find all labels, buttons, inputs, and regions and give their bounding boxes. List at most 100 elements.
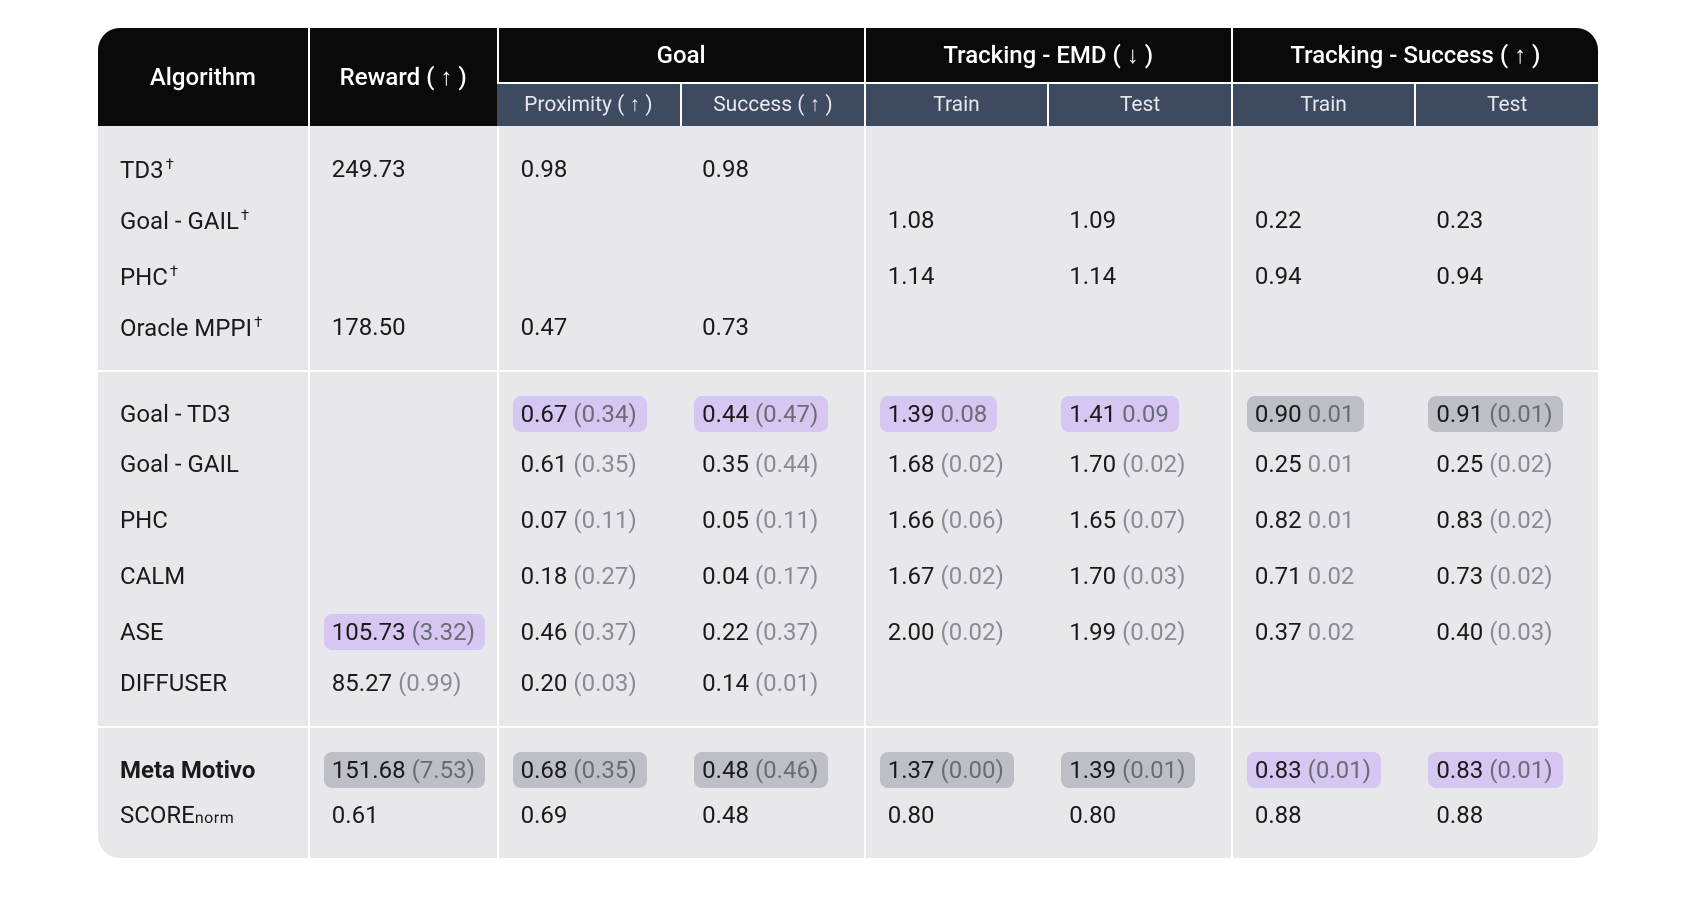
- col-reward: Reward ( ↑ ): [308, 28, 497, 126]
- cell-value: [864, 126, 1048, 192]
- cell-algorithm: PHC†: [98, 248, 308, 304]
- cell-value: 1.39(0.01): [1047, 726, 1231, 792]
- cell-value: 1.14: [1047, 248, 1231, 304]
- cell-value: [1047, 304, 1231, 370]
- cell-value: 85.27(0.99): [308, 660, 497, 726]
- cell-value: [680, 192, 864, 248]
- cell-value: 0.61: [308, 792, 497, 858]
- cell-value: 0.48: [680, 792, 864, 858]
- cell-value: 0.46(0.37): [497, 604, 681, 660]
- table-row: PHC†1.141.140.940.94: [98, 248, 1598, 304]
- cell-value: [308, 248, 497, 304]
- cell-value: 0.900.01: [1231, 370, 1415, 436]
- table-body: TD3†249.730.980.98Goal - GAIL†1.081.090.…: [98, 126, 1598, 858]
- cell-value: [1414, 126, 1598, 192]
- cell-value: 0.98: [680, 126, 864, 192]
- cell-value: 0.35(0.44): [680, 436, 864, 492]
- table-row: PHC0.07(0.11)0.05(0.11)1.66(0.06)1.65(0.…: [98, 492, 1598, 548]
- cell-value: 0.23: [1414, 192, 1598, 248]
- results-table: Algorithm Reward ( ↑ ) Goal Tracking - E…: [98, 28, 1598, 858]
- cell-value: [680, 248, 864, 304]
- table-row: Meta Motivo151.68(7.53)0.68(0.35)0.48(0.…: [98, 726, 1598, 792]
- cell-value: 0.88: [1414, 792, 1598, 858]
- cell-value: 0.05(0.11): [680, 492, 864, 548]
- cell-value: 1.14: [864, 248, 1048, 304]
- col-succ-train: Train: [1231, 84, 1415, 126]
- cell-value: 0.94: [1414, 248, 1598, 304]
- cell-value: [1414, 304, 1598, 370]
- cell-value: 1.410.09: [1047, 370, 1231, 436]
- cell-value: [497, 192, 681, 248]
- cell-value: 0.25(0.02): [1414, 436, 1598, 492]
- cell-value: [308, 436, 497, 492]
- cell-value: 0.67(0.34): [497, 370, 681, 436]
- table-row: TD3†249.730.980.98: [98, 126, 1598, 192]
- cell-value: [864, 660, 1048, 726]
- cell-value: [497, 248, 681, 304]
- cell-value: 1.99(0.02): [1047, 604, 1231, 660]
- cell-value: 0.40(0.03): [1414, 604, 1598, 660]
- cell-value: 249.73: [308, 126, 497, 192]
- cell-value: [1231, 126, 1415, 192]
- cell-value: 0.73: [680, 304, 864, 370]
- cell-value: 0.98: [497, 126, 681, 192]
- cell-algorithm: DIFFUSER: [98, 660, 308, 726]
- cell-value: 1.66(0.06): [864, 492, 1048, 548]
- cell-value: 0.68(0.35): [497, 726, 681, 792]
- cell-value: 0.73(0.02): [1414, 548, 1598, 604]
- cell-value: 0.91(0.01): [1414, 370, 1598, 436]
- cell-value: 0.48(0.46): [680, 726, 864, 792]
- cell-value: 0.370.02: [1231, 604, 1415, 660]
- cell-value: 0.04(0.17): [680, 548, 864, 604]
- cell-value: 0.47: [497, 304, 681, 370]
- cell-value: 0.22: [1231, 192, 1415, 248]
- cell-value: 1.390.08: [864, 370, 1048, 436]
- cell-value: 1.37(0.00): [864, 726, 1048, 792]
- cell-value: 0.61(0.35): [497, 436, 681, 492]
- cell-value: 0.69: [497, 792, 681, 858]
- table-row: SCOREnorm0.610.690.480.800.800.880.88: [98, 792, 1598, 858]
- table-row: Goal - GAIL†1.081.090.220.23: [98, 192, 1598, 248]
- cell-algorithm: PHC: [98, 492, 308, 548]
- cell-value: 0.80: [864, 792, 1048, 858]
- cell-value: [308, 370, 497, 436]
- col-goal-proximity: Proximity ( ↑ ): [497, 84, 681, 126]
- cell-value: 0.83(0.01): [1414, 726, 1598, 792]
- cell-value: 2.00(0.02): [864, 604, 1048, 660]
- colgroup-tracking-emd: Tracking - EMD ( ↓ ): [864, 28, 1231, 84]
- cell-value: [1231, 304, 1415, 370]
- cell-value: 0.80: [1047, 792, 1231, 858]
- table-row: Oracle MPPI†178.500.470.73: [98, 304, 1598, 370]
- cell-value: 178.50: [308, 304, 497, 370]
- table-row: ASE105.73(3.32)0.46(0.37)0.22(0.37)2.00(…: [98, 604, 1598, 660]
- cell-value: [1414, 660, 1598, 726]
- cell-value: 105.73(3.32): [308, 604, 497, 660]
- cell-value: [864, 304, 1048, 370]
- colgroup-tracking-succ: Tracking - Success ( ↑ ): [1231, 28, 1598, 84]
- cell-value: [1047, 126, 1231, 192]
- cell-value: 0.18(0.27): [497, 548, 681, 604]
- cell-value: 1.67(0.02): [864, 548, 1048, 604]
- cell-algorithm: TD3†: [98, 126, 308, 192]
- cell-value: 1.65(0.07): [1047, 492, 1231, 548]
- cell-value: [308, 548, 497, 604]
- table-header: Algorithm Reward ( ↑ ) Goal Tracking - E…: [98, 28, 1598, 126]
- cell-value: [308, 492, 497, 548]
- cell-algorithm: Oracle MPPI†: [98, 304, 308, 370]
- cell-value: 1.09: [1047, 192, 1231, 248]
- cell-value: 1.08: [864, 192, 1048, 248]
- cell-algorithm: SCOREnorm: [98, 792, 308, 858]
- cell-value: 0.83(0.02): [1414, 492, 1598, 548]
- cell-value: 0.83(0.01): [1231, 726, 1415, 792]
- cell-algorithm: CALM: [98, 548, 308, 604]
- cell-value: 1.70(0.03): [1047, 548, 1231, 604]
- cell-algorithm: Meta Motivo: [98, 726, 308, 792]
- col-algorithm: Algorithm: [98, 28, 308, 126]
- cell-algorithm: ASE: [98, 604, 308, 660]
- col-emd-test: Test: [1047, 84, 1231, 126]
- col-emd-train: Train: [864, 84, 1048, 126]
- table-row: DIFFUSER85.27(0.99)0.20(0.03)0.14(0.01): [98, 660, 1598, 726]
- cell-value: 0.14(0.01): [680, 660, 864, 726]
- cell-algorithm: Goal - GAIL: [98, 436, 308, 492]
- col-succ-test: Test: [1414, 84, 1598, 126]
